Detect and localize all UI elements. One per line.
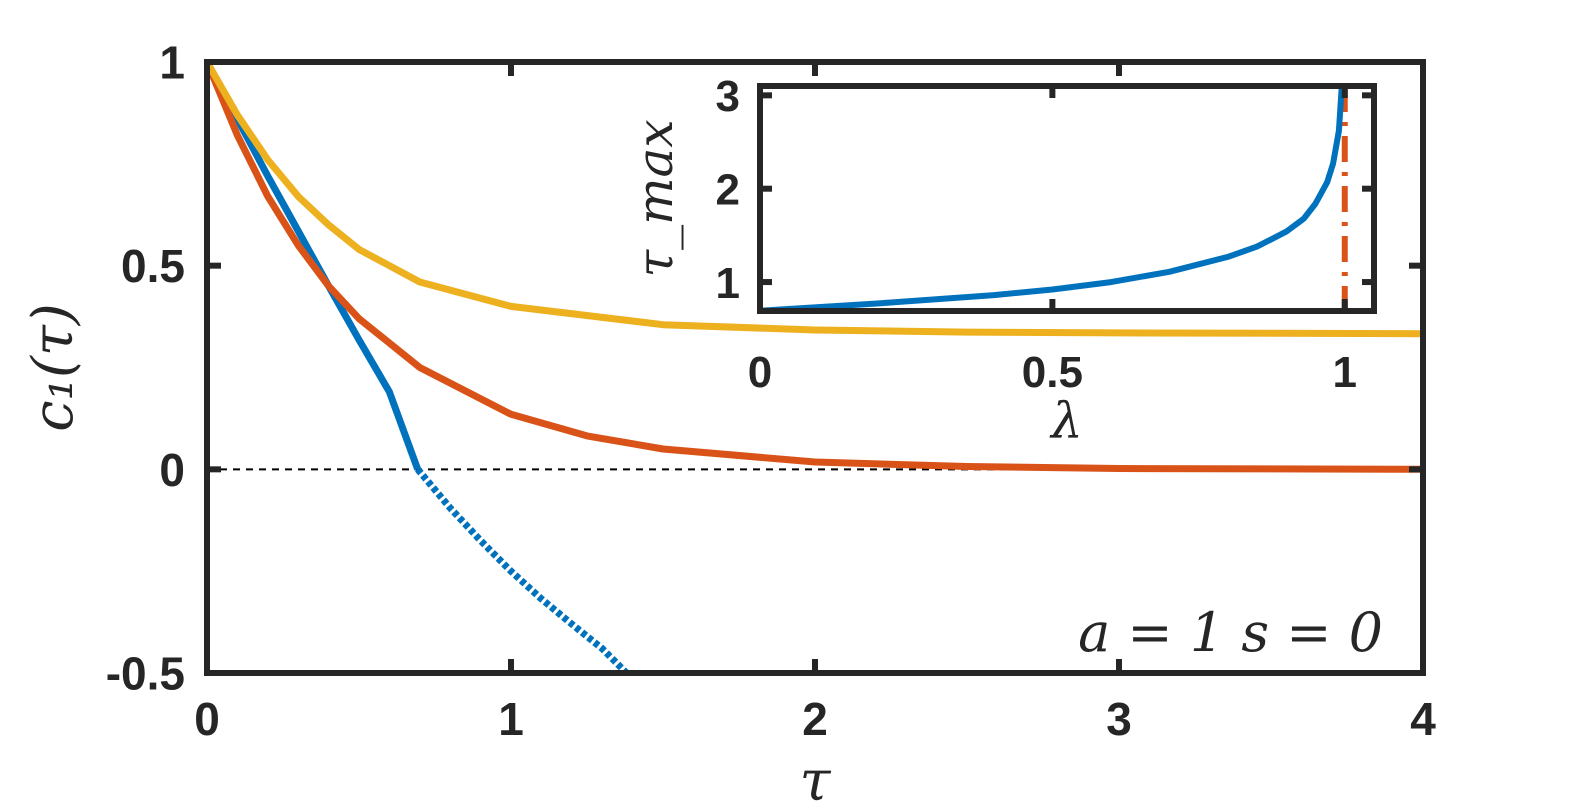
main-series-2-line: [207, 62, 1423, 473]
main-y-tick-label: 1: [159, 37, 185, 89]
inset-y-tick-label: 2: [716, 166, 740, 215]
inset-plot: 0 0.5 1 1 2 3 λ τ_max: [626, 72, 1377, 450]
main-y-tick-label: -0.5: [106, 648, 185, 700]
inset-x-tick-label: 0: [748, 348, 772, 397]
main-series-1-line: [415, 467, 629, 673]
main-series-3-line: [207, 62, 1423, 338]
main-y-tick-label: 0: [159, 444, 185, 496]
inset-x-tick-label: 0.5: [1022, 348, 1083, 397]
inset-x-tick-label: 1: [1333, 348, 1357, 397]
main-x-axis-title: τ: [800, 749, 832, 809]
inset-marks: [760, 86, 1348, 311]
inset-background: [760, 86, 1374, 311]
main-marks: [207, 62, 1423, 673]
main-x-tick-label: 0: [194, 693, 220, 745]
main-y-tick-label: 0.5: [121, 240, 185, 292]
inset-series-0-line: [760, 86, 1345, 311]
main-x-tick-label: 3: [1106, 693, 1132, 745]
main-y-axis-title: c₁(τ): [21, 303, 86, 432]
inset-y-tick-label: 3: [716, 72, 740, 121]
main-annotation: a = 1 s = 0: [1078, 601, 1383, 664]
inset-y-axis-title: τ_max: [626, 119, 684, 277]
inset-y-tick-label: 1: [716, 259, 740, 308]
main-x-tick-label: 1: [498, 693, 524, 745]
main-x-tick-label: 4: [1410, 693, 1436, 745]
inset-x-axis-title: λ: [1049, 392, 1083, 450]
inset-frame: [757, 83, 1377, 314]
main-x-tick-label: 2: [802, 693, 828, 745]
